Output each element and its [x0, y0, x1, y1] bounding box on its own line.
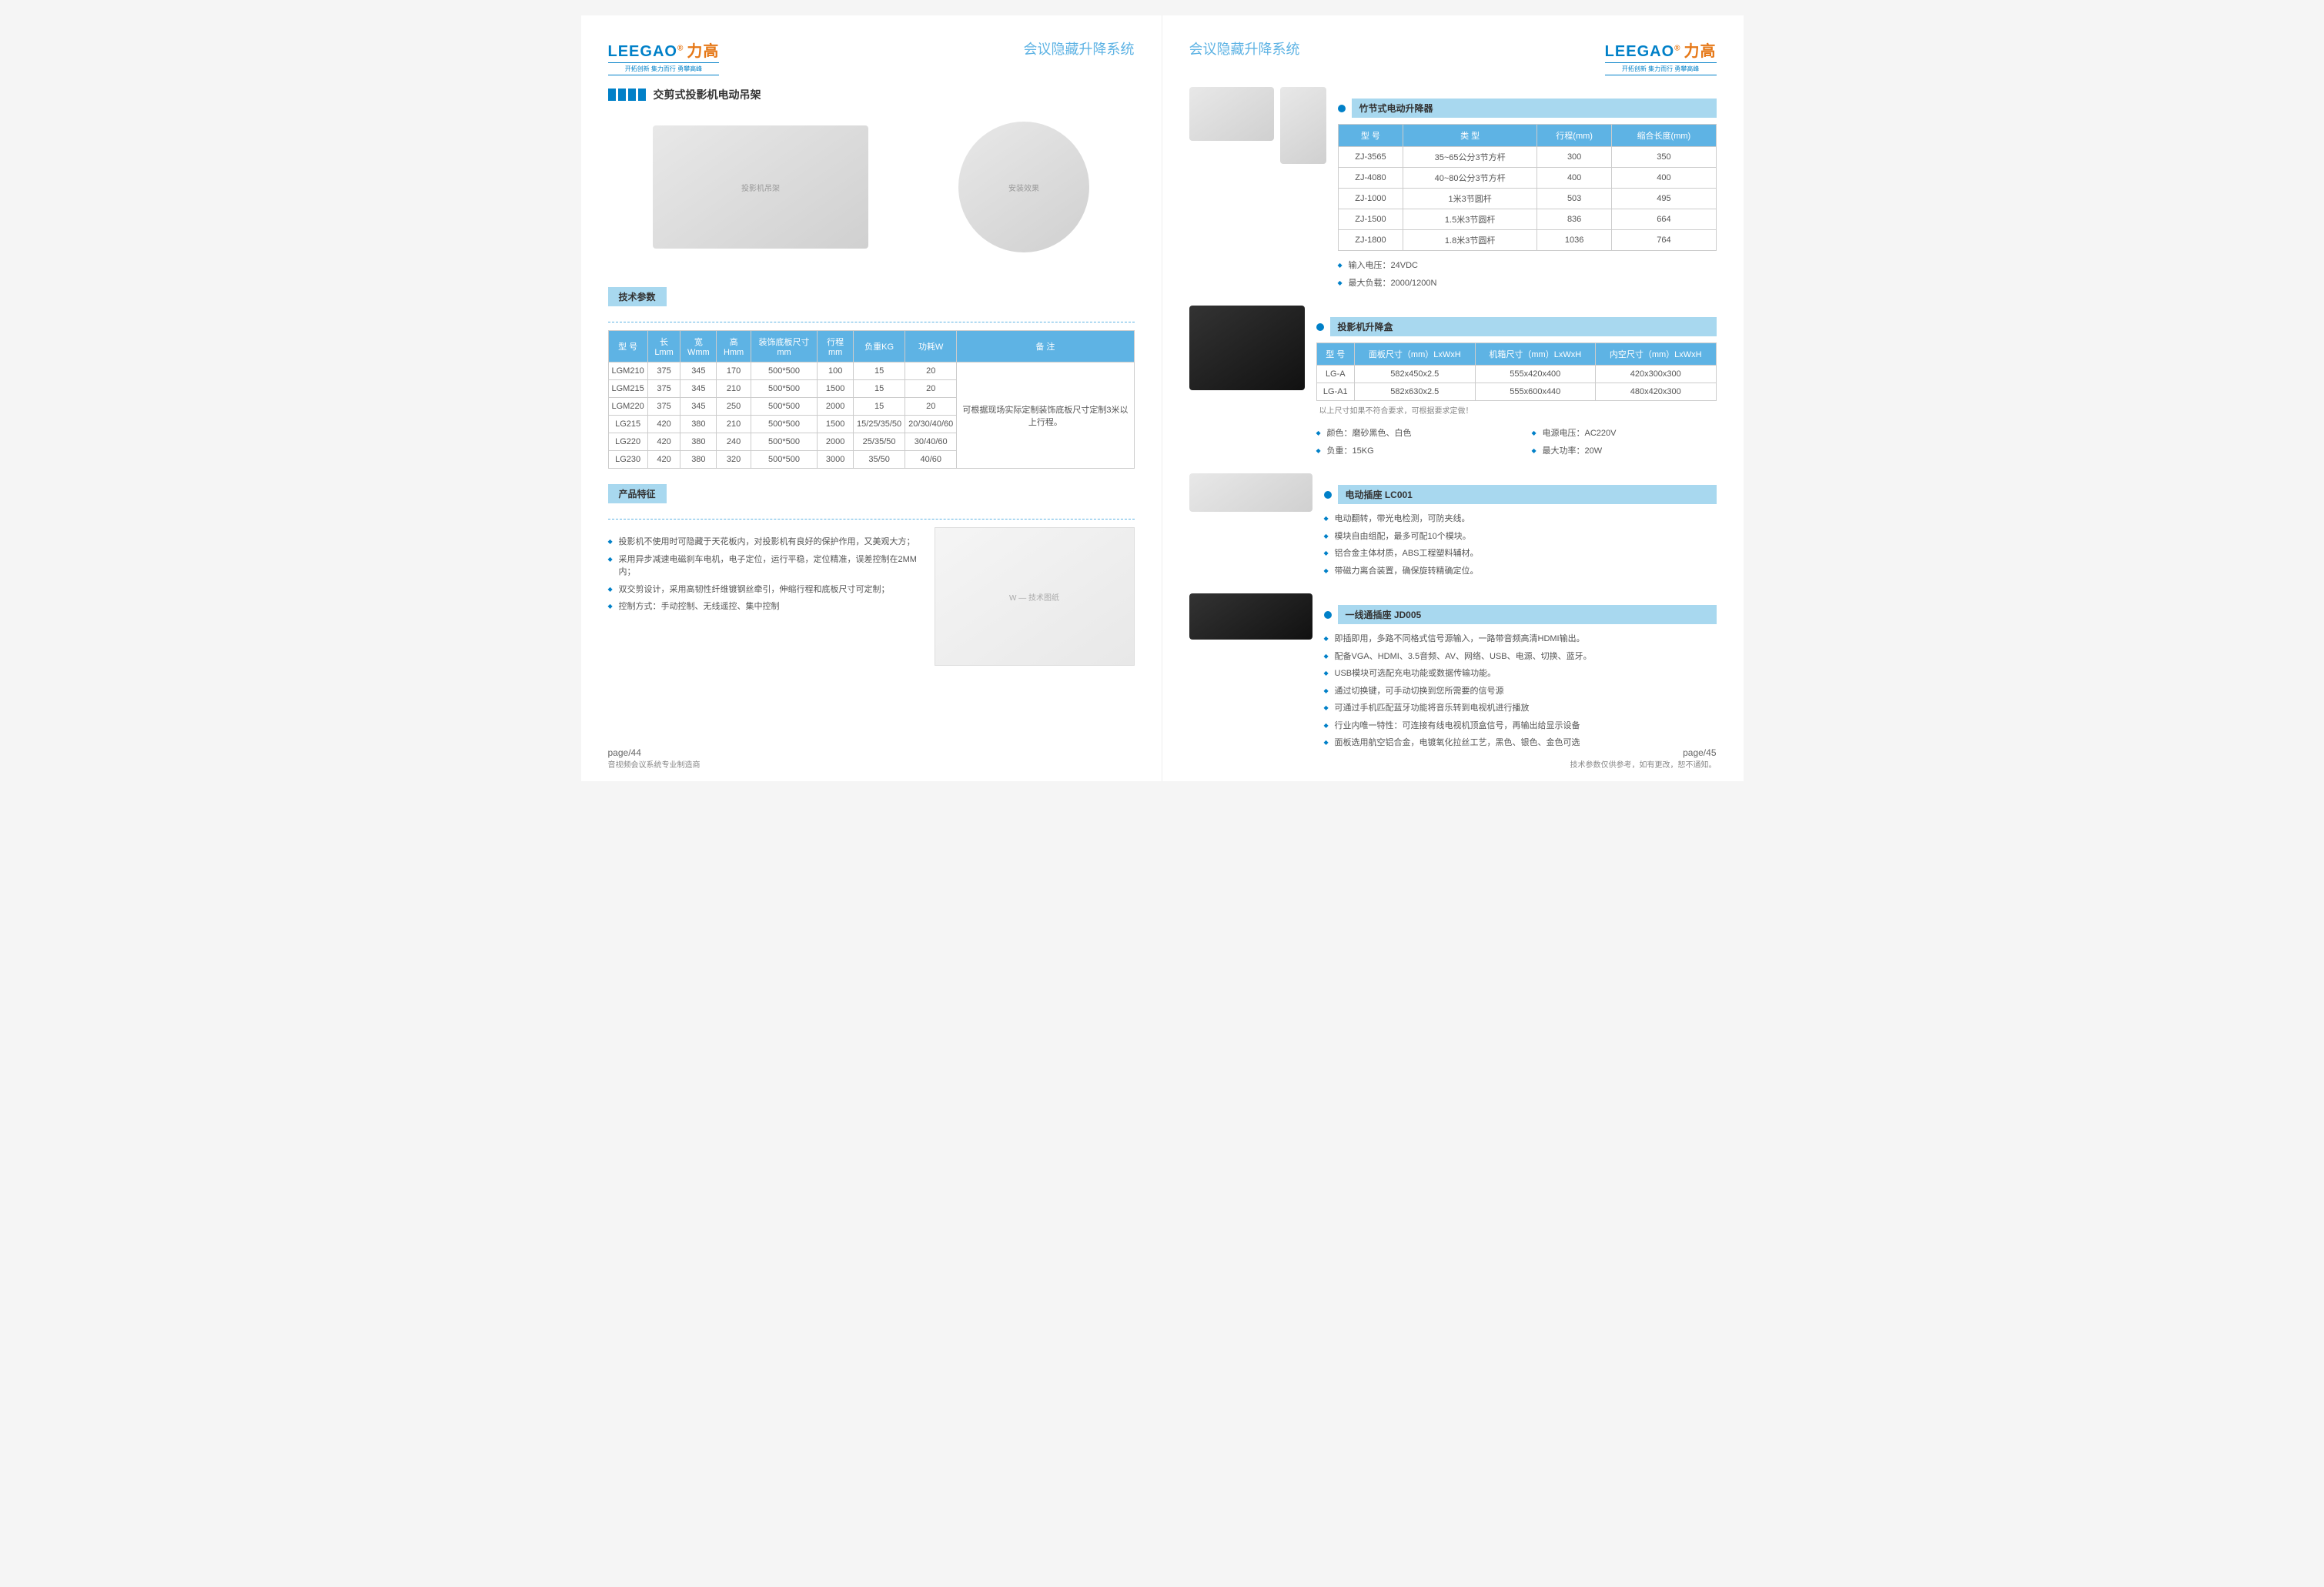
sec4-specs: 即插即用，多路不同格式信号源输入，一路带音频高清HDMI输出。配备VGA、HDM… [1324, 630, 1717, 752]
section-title: 交剪式投影机电动吊架 [654, 87, 761, 102]
product-photo-lift-pole [1280, 87, 1326, 164]
list-item: 颜色：磨砂黑色、白色 [1316, 425, 1501, 443]
sec3-specs: 电动翻转，带光电检测，可防夹线。模块自由组配，最多可配10个模块。铝合金主体材质… [1324, 510, 1717, 580]
header-right: 会议隐藏升降系统 LEEGAO®力高 开拓创新 集力而行 勇攀高峰 [1189, 38, 1717, 75]
page-number: page/45 [1570, 747, 1717, 758]
logo-cn: 力高 [1684, 43, 1717, 60]
sec3-title: 电动插座 LC001 [1338, 485, 1717, 504]
list-item: 电动翻转，带光电检测，可防夹线。 [1324, 510, 1717, 528]
list-item: 通过切换键，可手动切换到您所需要的信号源 [1324, 683, 1717, 700]
footer-left: page/44 音视频会议系统专业制造商 [608, 747, 701, 770]
list-item: 投影机不使用时可隐藏于天花板内，对投影机有良好的保护作用，又美观大方； [608, 533, 919, 551]
list-item: 最大负载：2000/1200N [1338, 275, 1717, 292]
list-item: 铝合金主体材质，ABS工程塑料辅材。 [1324, 545, 1717, 563]
list-item: 即插即用，多路不同格式信号源输入，一路带音频高清HDMI输出。 [1324, 630, 1717, 648]
list-item: 双交剪设计，采用高韧性纤维镀钢丝牵引，伸缩行程和底板尺寸可定制； [608, 581, 919, 599]
sec2-specs-right: 电源电压：AC220V最大功率：20W [1532, 425, 1717, 459]
list-item: USB模块可选配充电功能或数据传输功能。 [1324, 665, 1717, 683]
sec2-table: 型 号面板尺寸（mm）LxWxH机箱尺寸（mm）LxWxH内空尺寸（mm）LxW… [1316, 342, 1717, 401]
product-photo-jd005 [1189, 593, 1312, 640]
product-photo-controller [1189, 87, 1274, 141]
logo-en: LEEGAO [608, 43, 677, 60]
product-photo-socket [1189, 473, 1312, 512]
category-title: 会议隐藏升降系统 [1189, 38, 1300, 58]
page-44: LEEGAO®力高 开拓创新 集力而行 勇攀高峰 会议隐藏升降系统 交剪式投影机… [581, 15, 1162, 781]
product-photo-2: 安装效果 [958, 122, 1089, 252]
list-item: 行业内唯一特性：可连接有线电视机顶盒信号，再输出给显示设备 [1324, 717, 1717, 735]
list-item: 采用异步减速电磁刹车电机，电子定位，运行平稳，定位精准，误差控制在2MM内； [608, 551, 919, 581]
list-item: 带磁力离合装置，确保旋转精确定位。 [1324, 563, 1717, 580]
sec2-specs-left: 颜色：磨砂黑色、白色负重：15KG [1316, 425, 1501, 459]
page-number: page/44 [608, 747, 701, 758]
list-item: 模块自由组配，最多可配10个模块。 [1324, 528, 1717, 546]
page-45: 会议隐藏升降系统 LEEGAO®力高 开拓创新 集力而行 勇攀高峰 竹节式电动升… [1162, 15, 1744, 781]
footer-right: page/45 技术参数仅供参考，如有更改，恕不通知。 [1570, 747, 1717, 770]
list-item: 可通过手机匹配蓝牙功能将音乐转到电视机进行播放 [1324, 700, 1717, 717]
footer-text: 音视频会议系统专业制造商 [608, 758, 701, 770]
section-title-bar: 交剪式投影机电动吊架 [608, 87, 1135, 102]
product-photo-1: 投影机吊架 [653, 125, 868, 249]
features-list: 投影机不使用时可隐藏于天花板内，对投影机有良好的保护作用，又美观大方；采用异步减… [608, 533, 919, 616]
list-item: 输入电压：24VDC [1338, 257, 1717, 275]
sec1-specs: 输入电压：24VDC最大负载：2000/1200N [1338, 257, 1717, 292]
features-heading: 产品特征 [608, 484, 667, 503]
footer-text: 技术参数仅供参考，如有更改，恕不通知。 [1570, 758, 1717, 770]
technical-diagram: W — 技术图纸 [935, 527, 1135, 666]
list-item: 最大功率：20W [1532, 443, 1717, 460]
logo: LEEGAO®力高 开拓创新 集力而行 勇攀高峰 [1605, 38, 1717, 75]
list-item: 配备VGA、HDMI、3.5音频、AV、网络、USB、电源、切换、蓝牙。 [1324, 648, 1717, 666]
logo-cn: 力高 [687, 43, 719, 60]
sec2-title: 投影机升降盒 [1330, 317, 1717, 336]
list-item: 控制方式：手动控制、无线遥控、集中控制 [608, 598, 919, 616]
category-title: 会议隐藏升降系统 [1024, 38, 1135, 58]
list-item: 负重：15KG [1316, 443, 1501, 460]
product-images: 投影机吊架 安装效果 [608, 118, 1135, 256]
logo-en: LEEGAO [1605, 43, 1674, 60]
sec1-title: 竹节式电动升降器 [1352, 99, 1717, 118]
list-item: 电源电压：AC220V [1532, 425, 1717, 443]
sec2-footnote: 以上尺寸如果不符合要求，可根据要求定做！ [1316, 401, 1717, 419]
header-left: LEEGAO®力高 开拓创新 集力而行 勇攀高峰 会议隐藏升降系统 [608, 38, 1135, 75]
logo-slogan: 开拓创新 集力而行 勇攀高峰 [1605, 62, 1717, 75]
product-photo-liftbox [1189, 306, 1305, 390]
sec4-title: 一线通插座 JD005 [1338, 605, 1717, 624]
sec1-table: 型 号类 型行程(mm)缩合长度(mm)ZJ-356535~65公分3节方杆30… [1338, 124, 1717, 251]
logo: LEEGAO®力高 开拓创新 集力而行 勇攀高峰 [608, 38, 720, 75]
logo-slogan: 开拓创新 集力而行 勇攀高峰 [608, 62, 720, 75]
tech-params-heading: 技术参数 [608, 287, 667, 306]
spec-table-1: 型 号长Lmm宽Wmm高Hmm装饰底板尺寸mm行程mm负重KG功耗W备 注 LG… [608, 330, 1135, 469]
